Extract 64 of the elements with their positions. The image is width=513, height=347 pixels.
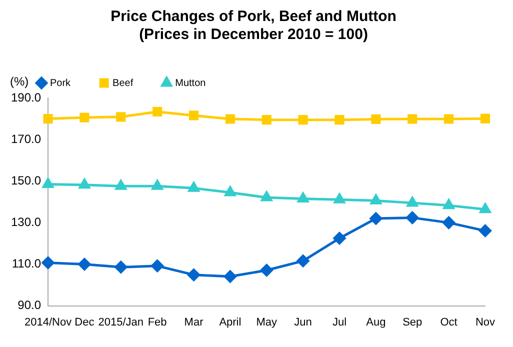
x-tick-label: Mar [184,316,204,328]
x-tick-label: May [256,316,278,328]
y-tick-label: 170.0 [11,132,42,146]
x-tick-label: 2015/Jan [98,316,144,328]
point [296,254,310,268]
point [42,178,54,188]
point [224,270,236,283]
point [406,196,418,207]
point [114,260,128,274]
y-tick-label: 130.0 [11,214,42,229]
legend-label: Pork [50,78,72,89]
point [78,258,91,270]
x-tick-label: Feb [148,316,167,328]
point [152,180,163,190]
x-tick-label: Oct [440,316,458,328]
y-tick-label: 110.0 [12,256,42,271]
point [334,193,346,204]
point [408,114,418,124]
point [116,112,126,122]
y-axis-title: (%) [10,74,29,88]
y-tick-label: 90.0 [18,298,42,312]
chart-subtitle: (Prices in December 2010 = 100) [139,26,368,44]
point [42,256,54,270]
point [333,232,346,245]
x-tick-label: Sep [402,316,422,328]
chart-title: Price Changes of Pork, Beef and Mutton [110,8,396,26]
legend-label: Mutton [175,78,206,89]
point [260,264,273,277]
x-tick-label: Aug [366,316,386,328]
point [442,216,456,229]
point [188,182,200,192]
point [370,212,382,225]
point [78,178,90,189]
point [334,115,344,125]
point [188,268,200,282]
point [152,106,162,116]
x-tick-label: Nov [475,316,496,328]
point [225,114,235,124]
point [261,191,272,202]
point [43,114,53,124]
point [406,211,419,224]
point [298,115,308,125]
legend-label: Beef [112,78,134,89]
point [480,203,491,214]
point [80,112,90,122]
x-tick-label: Jul [332,316,347,328]
y-tick-label: 150.0 [11,173,42,188]
point [224,186,236,196]
x-tick-label: April [219,316,242,328]
point [262,115,272,125]
point [297,192,309,203]
point [480,114,490,124]
point [370,194,382,204]
x-tick-label: 2014/Nov [24,316,72,328]
point [478,224,492,238]
point [115,180,126,190]
point [188,110,199,120]
y-tick-label: 190.0 [11,90,42,104]
point [444,114,454,124]
point [371,114,381,124]
x-tick-label: Dec [74,316,95,328]
point [443,199,454,210]
point [151,260,164,272]
x-tick-label: Jun [294,316,312,328]
